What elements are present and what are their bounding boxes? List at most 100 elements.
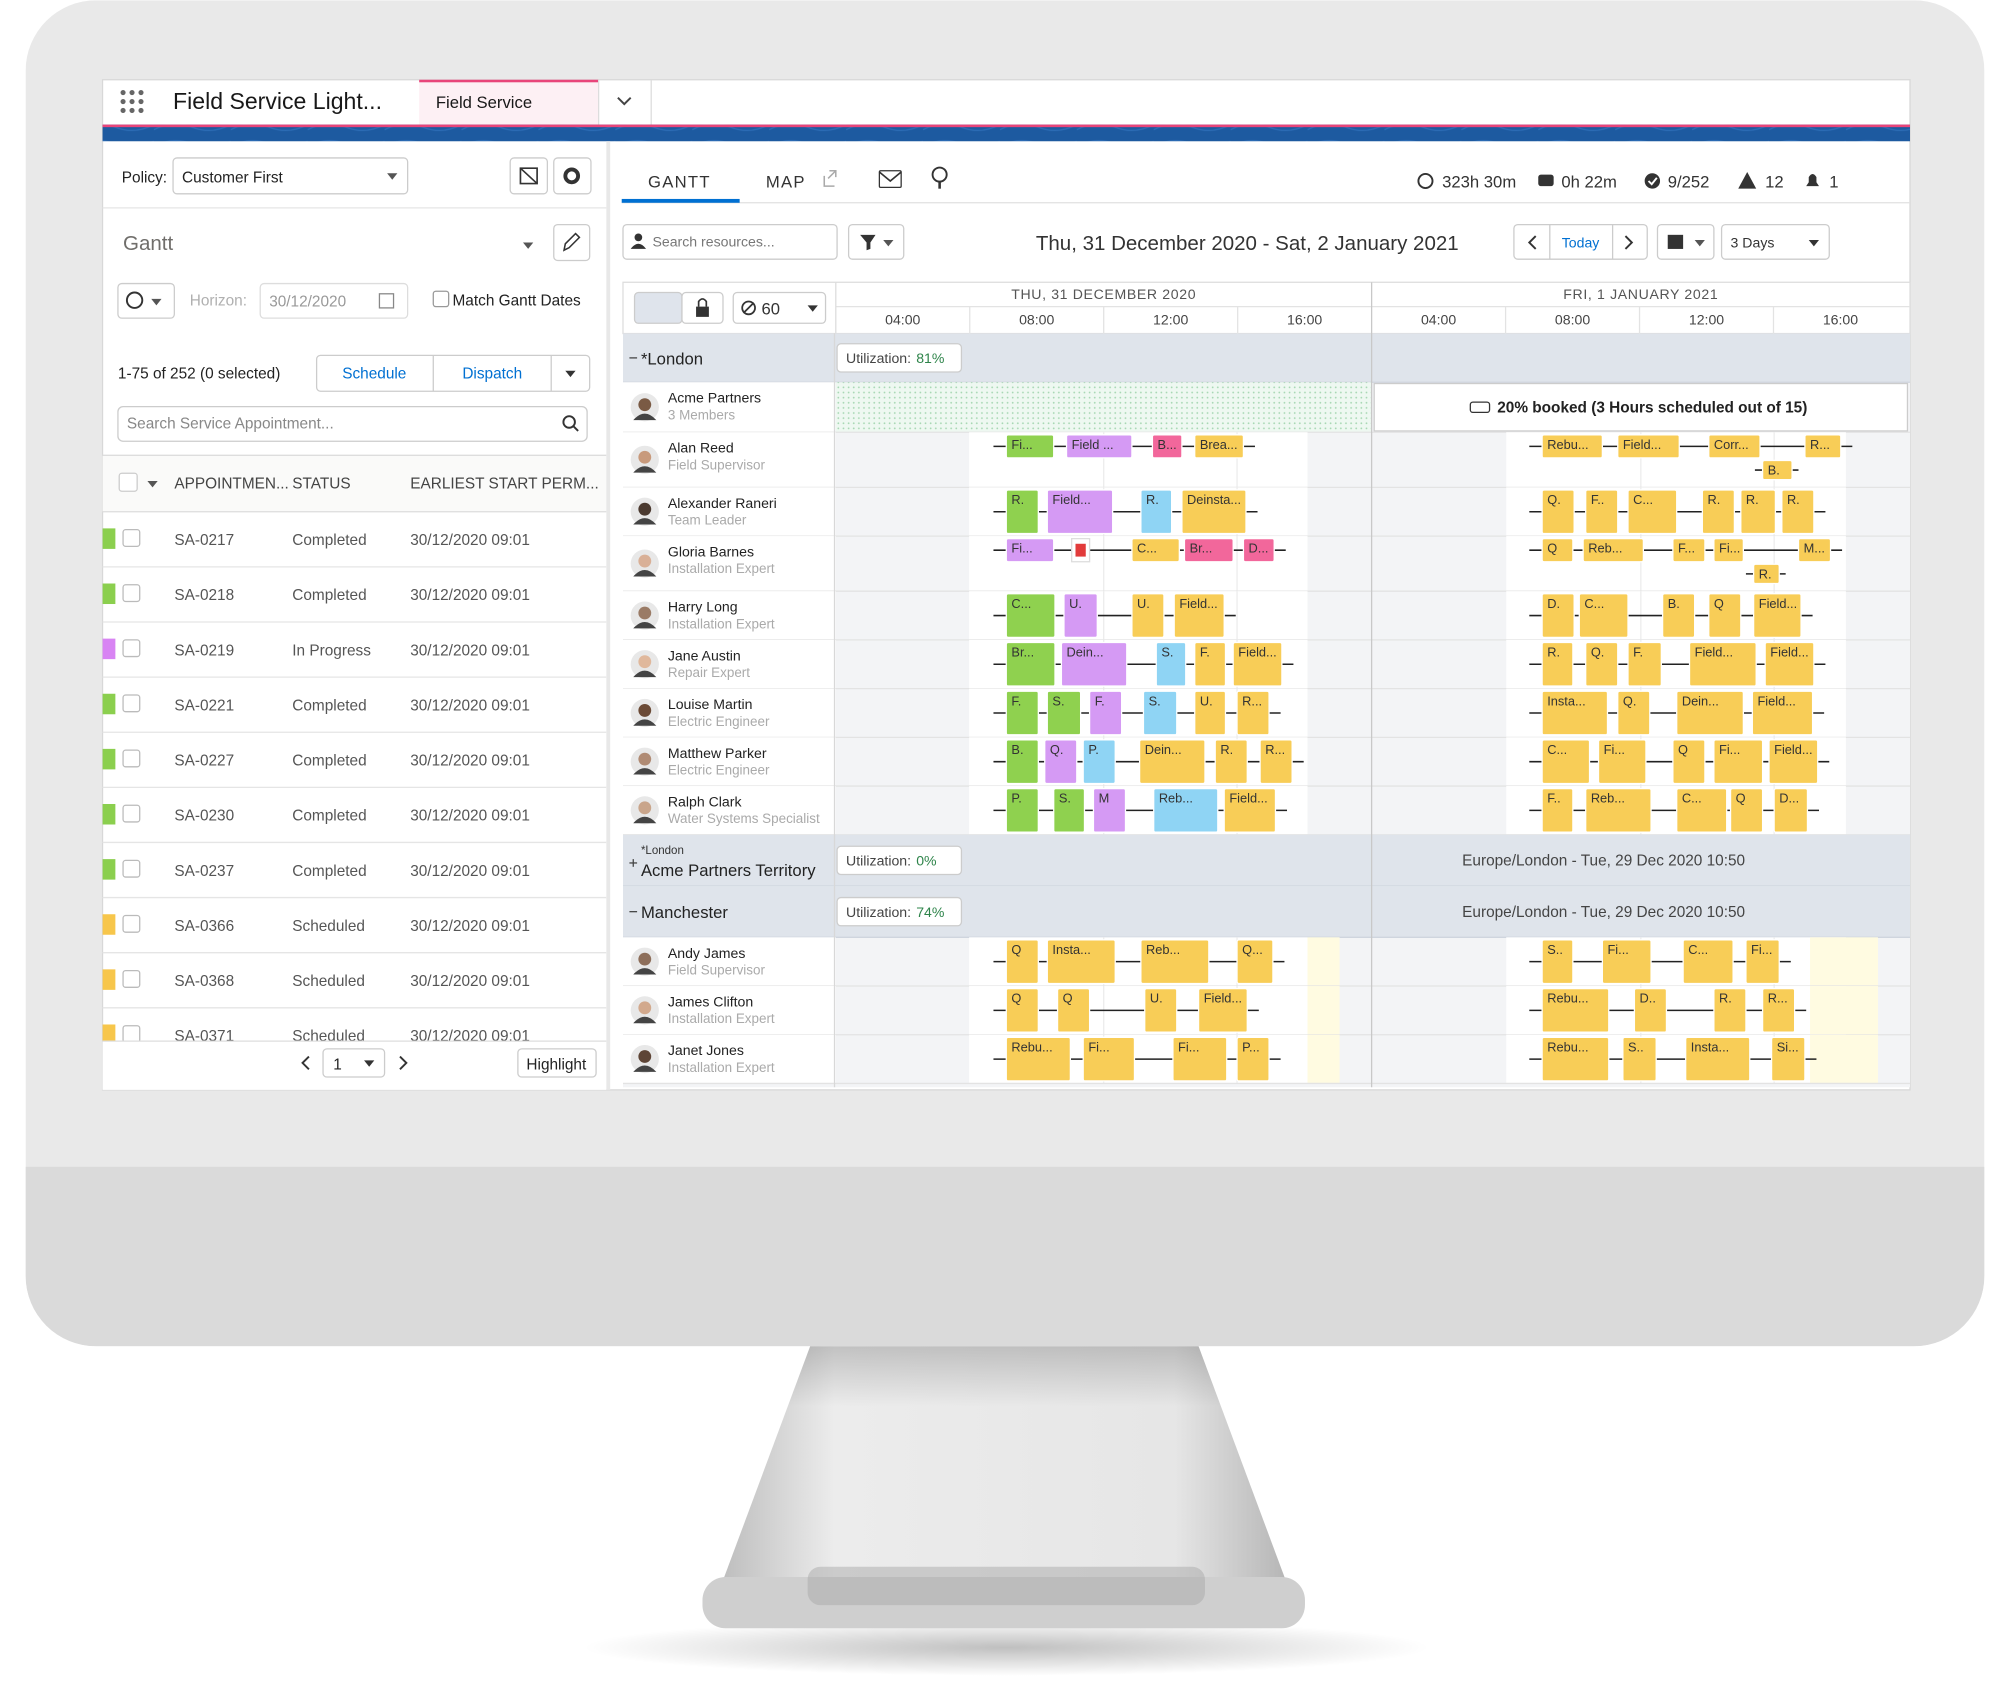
appointment-block[interactable] (1092, 787, 1127, 833)
appointment-block[interactable] (1181, 489, 1247, 535)
appointment-block[interactable] (1713, 538, 1745, 563)
app-launcher-dot[interactable] (129, 98, 135, 105)
appointment-block[interactable] (1232, 641, 1283, 687)
appointment-block[interactable] (1752, 563, 1780, 585)
search-input[interactable] (117, 405, 588, 442)
appointment-block[interactable] (1063, 593, 1098, 638)
appointment-block[interactable] (1046, 939, 1116, 985)
policy-select[interactable] (172, 157, 409, 195)
appointment-block[interactable] (1144, 987, 1178, 1033)
app-launcher-dot[interactable] (138, 107, 144, 114)
appointment-block[interactable] (1761, 459, 1793, 481)
appointment-block[interactable] (1627, 489, 1678, 535)
today-button[interactable]: Today (1562, 235, 1601, 251)
appointment-block[interactable] (1005, 641, 1056, 687)
appointment-block[interactable] (1155, 641, 1187, 687)
icon-button[interactable] (553, 157, 592, 195)
appointment-block[interactable] (1627, 641, 1662, 687)
appointment-block[interactable] (1541, 434, 1604, 459)
appointment-block[interactable] (1046, 690, 1082, 736)
appointment-block[interactable] (1804, 434, 1842, 459)
appointment-block[interactable] (1764, 641, 1815, 687)
checkbox[interactable] (122, 529, 141, 547)
appointment-block[interactable] (1617, 434, 1680, 459)
appointment-block[interactable] (1138, 739, 1206, 785)
appointment-block[interactable] (1601, 939, 1652, 985)
app-launcher-dot[interactable] (138, 89, 144, 96)
view-tab[interactable]: GANTT (648, 172, 711, 191)
appointment-block[interactable] (1131, 538, 1180, 563)
checkbox[interactable] (122, 694, 141, 713)
appointment-block[interactable] (1682, 939, 1734, 985)
date-input[interactable] (259, 282, 409, 319)
checkbox[interactable] (122, 584, 141, 603)
appointment-block[interactable] (1541, 739, 1591, 785)
appointment-block[interactable] (1672, 538, 1706, 563)
checkbox[interactable] (122, 804, 141, 823)
app-launcher-dot[interactable] (120, 107, 126, 114)
appointment-block[interactable] (1142, 690, 1178, 736)
appointment-block[interactable] (1005, 593, 1056, 638)
appointment-block[interactable] (1708, 434, 1761, 459)
appointment-block[interactable] (1140, 939, 1210, 985)
appointment-block[interactable] (1541, 787, 1574, 833)
button[interactable]: Dispatch (462, 365, 522, 382)
email-icon[interactable] (878, 170, 902, 189)
appointment-block[interactable] (1768, 739, 1819, 785)
appointment-block[interactable] (1082, 1036, 1136, 1082)
appointment-block[interactable] (1541, 1036, 1610, 1082)
appointment-block[interactable] (1259, 739, 1293, 785)
appointment-block[interactable] (1065, 434, 1133, 459)
appointment-block[interactable] (1661, 593, 1696, 638)
appointment-block[interactable] (1597, 739, 1647, 785)
checkbox[interactable] (122, 969, 141, 988)
appointment-block[interactable] (1752, 593, 1802, 638)
checkbox[interactable] (122, 1025, 141, 1043)
appointment-block[interactable] (1183, 538, 1234, 563)
appointment-block[interactable] (1056, 987, 1091, 1033)
appointment-block[interactable] (1582, 538, 1645, 563)
checkbox[interactable] (432, 290, 450, 308)
appointment-block[interactable] (1578, 593, 1629, 638)
calendar-button[interactable] (1656, 223, 1715, 260)
appointment-block[interactable] (1541, 593, 1575, 638)
appointment-block[interactable] (1541, 939, 1574, 985)
appointment-block[interactable] (1153, 787, 1219, 833)
appointment-block[interactable] (1701, 489, 1736, 535)
appointment-block[interactable] (1242, 538, 1275, 563)
appointment-block[interactable] (1797, 538, 1832, 563)
appointment-block[interactable] (1541, 641, 1574, 687)
range-select[interactable] (1720, 223, 1830, 260)
appointment-block[interactable] (1541, 538, 1574, 563)
resource-search[interactable] (622, 223, 838, 260)
appointment-block[interactable] (1585, 787, 1652, 833)
button[interactable]: Schedule (342, 365, 406, 382)
checkbox[interactable] (122, 859, 141, 878)
appointment-block[interactable] (1770, 1036, 1806, 1082)
app-launcher-dot[interactable] (129, 89, 135, 96)
appointment-block[interactable] (1131, 593, 1165, 638)
appointment-block[interactable] (1541, 987, 1610, 1033)
appointment-block[interactable] (1005, 787, 1039, 833)
tab-label[interactable]: Field Service (436, 93, 532, 112)
appointment-block[interactable] (1676, 690, 1745, 736)
appointment-block[interactable] (1044, 739, 1078, 785)
appointment-block[interactable] (1053, 787, 1086, 833)
appointment-block[interactable] (1005, 434, 1055, 459)
appointment-block[interactable] (1172, 1036, 1228, 1082)
appointment-block[interactable] (1745, 939, 1780, 985)
appointment-block[interactable] (1082, 739, 1116, 785)
checkbox[interactable] (122, 639, 141, 658)
appointment-block[interactable] (1713, 739, 1764, 785)
app-launcher-dot[interactable] (138, 98, 144, 105)
appointment-block[interactable] (1236, 690, 1270, 736)
appointment-block[interactable] (1005, 690, 1039, 736)
appointment-block[interactable] (1781, 489, 1815, 535)
appointment-block[interactable] (1005, 939, 1039, 985)
appointment-block[interactable] (1194, 690, 1227, 736)
checkbox[interactable] (118, 472, 138, 492)
appointment-block[interactable] (1672, 739, 1706, 785)
appointment-block[interactable] (1194, 434, 1245, 459)
appointment-block[interactable] (1729, 787, 1764, 833)
appointment-block[interactable] (1140, 489, 1173, 535)
